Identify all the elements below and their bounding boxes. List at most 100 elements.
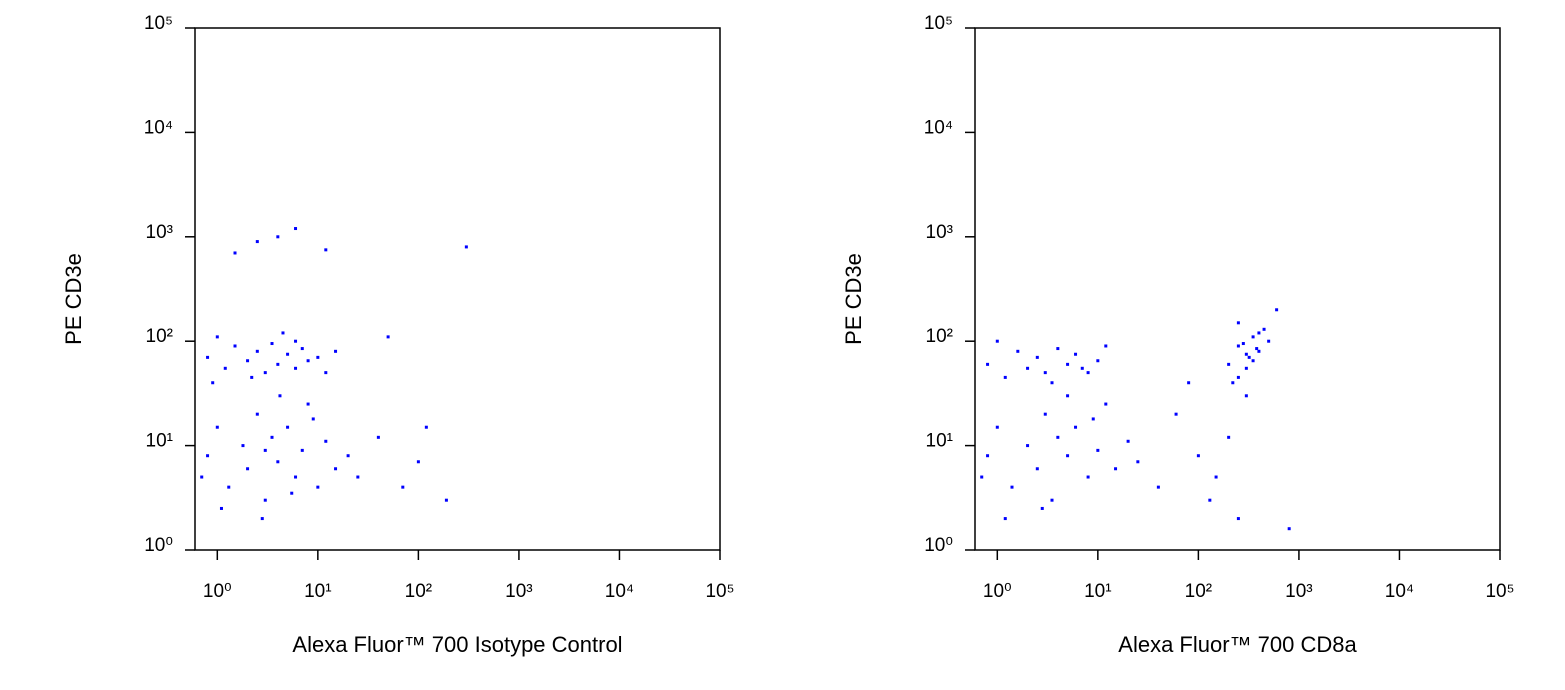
y-tick-label: 10⁴ (924, 117, 953, 138)
data-point (255, 412, 259, 416)
data-point (1257, 331, 1261, 335)
data-point (386, 335, 390, 339)
data-point (1066, 454, 1070, 458)
data-point (200, 475, 204, 479)
x-tick-label: 10² (1185, 581, 1212, 602)
data-point (1114, 467, 1118, 471)
data-point (1050, 498, 1054, 502)
data-point (276, 362, 280, 366)
data-point (1262, 327, 1266, 331)
data-point (215, 425, 219, 429)
data-point (250, 375, 254, 379)
x-tick-label: 10⁴ (1385, 581, 1414, 602)
data-point (1080, 366, 1084, 370)
data-point (260, 517, 264, 521)
data-point (1236, 375, 1240, 379)
data-point (276, 235, 280, 239)
data-point (1257, 349, 1261, 353)
data-point (276, 460, 280, 464)
data-point (1196, 454, 1200, 458)
plot-frame (194, 27, 721, 551)
data-point (246, 467, 250, 471)
data-point (995, 425, 999, 429)
data-point (1287, 527, 1291, 531)
y-tick-label: 10¹ (146, 431, 173, 452)
data-point (1251, 335, 1255, 339)
data-point (270, 342, 274, 346)
data-point (1244, 394, 1248, 398)
data-point (1174, 412, 1178, 416)
y-tick-label: 10⁵ (144, 13, 173, 34)
data-point (356, 475, 360, 479)
data-point (278, 394, 282, 398)
data-point (1231, 381, 1235, 385)
data-point (294, 227, 298, 231)
data-point (211, 381, 215, 385)
data-point (1275, 308, 1279, 312)
y-tick-label: 10² (146, 326, 173, 347)
data-point (1066, 362, 1070, 366)
data-point (1104, 344, 1108, 348)
x-axis-label: Alexa Fluor™ 700 Isotype Control (292, 632, 622, 657)
data-point (1016, 349, 1020, 353)
x-tick-label: 10⁵ (705, 581, 734, 602)
data-point (206, 454, 210, 458)
data-point (241, 444, 245, 448)
y-tick-label: 10⁴ (144, 117, 173, 138)
x-tick-label: 10⁵ (1485, 581, 1514, 602)
data-point (324, 371, 328, 375)
data-point (1136, 460, 1140, 464)
plot-frame (974, 27, 1501, 551)
data-point (1096, 448, 1100, 452)
data-point (1251, 359, 1255, 363)
data-point (1236, 517, 1240, 521)
y-tick-label: 10³ (146, 222, 173, 243)
data-point (1208, 498, 1212, 502)
data-point (219, 506, 223, 510)
data-point (263, 371, 267, 375)
data-point (1247, 355, 1251, 359)
data-point (215, 335, 219, 339)
data-point (1227, 435, 1231, 439)
data-point (1104, 402, 1108, 406)
data-point (1056, 347, 1060, 351)
y-tick-label: 10⁰ (144, 535, 173, 556)
data-point (263, 448, 267, 452)
y-axis-label: PE CD3e (61, 253, 86, 345)
data-point (1187, 381, 1191, 385)
data-point (1086, 371, 1090, 375)
data-point (1026, 366, 1030, 370)
data-point (281, 331, 285, 335)
data-point (255, 240, 259, 244)
data-point (1156, 485, 1160, 489)
data-point (1255, 347, 1259, 351)
data-point (316, 485, 320, 489)
data-point (995, 339, 999, 343)
data-point (290, 491, 294, 495)
data-point (300, 448, 304, 452)
data-point (324, 248, 328, 252)
data-point (1227, 362, 1231, 366)
x-axis-label: Alexa Fluor™ 700 CD8a (1118, 632, 1357, 657)
data-point (324, 439, 328, 443)
data-point (286, 352, 290, 356)
data-point (1244, 366, 1248, 370)
x-tick-label: 10³ (1285, 581, 1312, 602)
y-tick-label: 10² (926, 326, 953, 347)
data-point (1096, 359, 1100, 363)
data-point (223, 366, 227, 370)
data-point (255, 349, 259, 353)
data-point (1267, 339, 1271, 343)
data-point (316, 355, 320, 359)
data-point (263, 498, 267, 502)
data-point (1074, 352, 1078, 356)
data-point (376, 435, 380, 439)
data-point (346, 454, 350, 458)
data-point (1241, 342, 1245, 346)
y-tick-label: 10³ (926, 222, 953, 243)
x-tick-label: 10⁰ (203, 581, 232, 602)
data-point (1043, 371, 1047, 375)
y-tick-label: 10¹ (926, 431, 953, 452)
